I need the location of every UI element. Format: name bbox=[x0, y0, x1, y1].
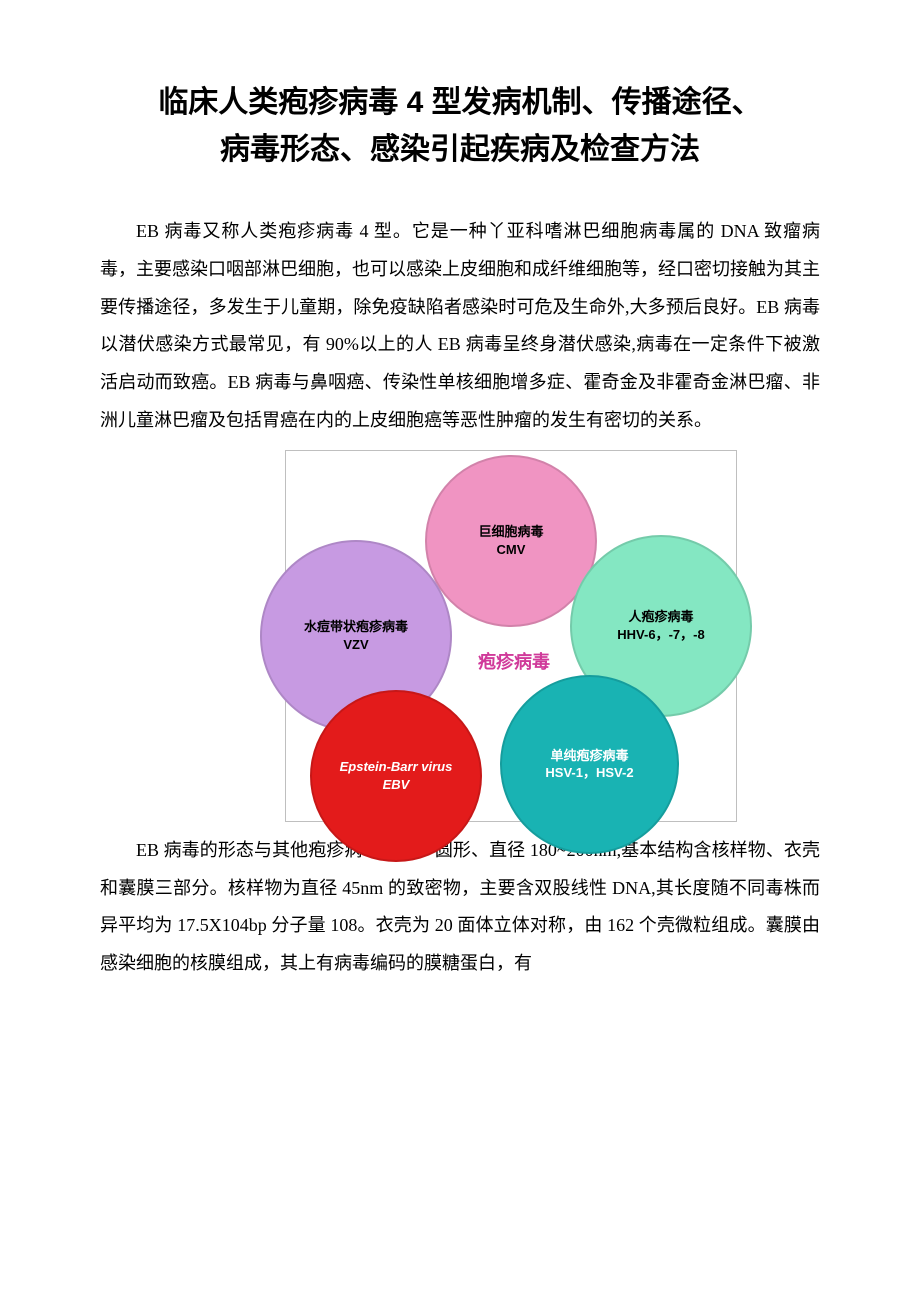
virus-node-label-en: EBV bbox=[383, 776, 410, 794]
herpesvirus-diagram: 巨细胞病毒CMV 人疱疹病毒HHV-6，-7，-8 水痘带状疱疹病毒VZV Epste… bbox=[100, 450, 820, 820]
document-page: 临床人类疱疹病毒 4 型发病机制、传播途径、 病毒形态、感染引起疾病及检查方法 … bbox=[0, 0, 920, 1301]
paragraph-1: EB 病毒又称人类疱疹病毒 4 型。它是一种丫亚科嗜淋巴细胞病毒属的 DNA 致… bbox=[100, 213, 820, 440]
virus-node-label-en: HHV-6，-7，-8 bbox=[617, 626, 704, 644]
virus-node-label-en: HSV-1，HSV-2 bbox=[545, 764, 633, 782]
title-line-1: 临床人类疱疹病毒 4 型发病机制、传播途径、 bbox=[158, 86, 761, 119]
virus-node-label-en: VZV bbox=[343, 636, 368, 654]
paragraph-2: EB 病毒的形态与其他疱疹病毒相似，圆形、直径 180~200nm,基本结构含核… bbox=[100, 832, 820, 983]
virus-node-cmv: 巨细胞病毒CMV bbox=[425, 455, 597, 627]
diagram-canvas: 巨细胞病毒CMV 人疱疹病毒HHV-6，-7，-8 水痘带状疱疹病毒VZV Epste… bbox=[180, 450, 740, 820]
virus-node-label-cn: 人疱疹病毒 bbox=[628, 608, 693, 626]
virus-node-label-cn: Epstein-Barr virus bbox=[340, 758, 453, 776]
title-line-2: 病毒形态、感染引起疾病及检查方法 bbox=[220, 133, 700, 166]
virus-node-label-en: CMV bbox=[497, 541, 526, 559]
virus-node-ebv: Epstein-Barr virusEBV bbox=[310, 690, 482, 862]
virus-node-hsv: 单纯疱疹病毒HSV-1，HSV-2 bbox=[500, 675, 679, 854]
document-title: 临床人类疱疹病毒 4 型发病机制、传播途径、 病毒形态、感染引起疾病及检查方法 bbox=[100, 80, 820, 173]
virus-node-label-cn: 单纯疱疹病毒 bbox=[550, 747, 628, 765]
virus-node-label-cn: 巨细胞病毒 bbox=[478, 523, 543, 541]
diagram-center-label: 疱疹病毒 bbox=[478, 648, 550, 674]
virus-node-label-cn: 水痘带状疱疹病毒 bbox=[304, 618, 408, 636]
